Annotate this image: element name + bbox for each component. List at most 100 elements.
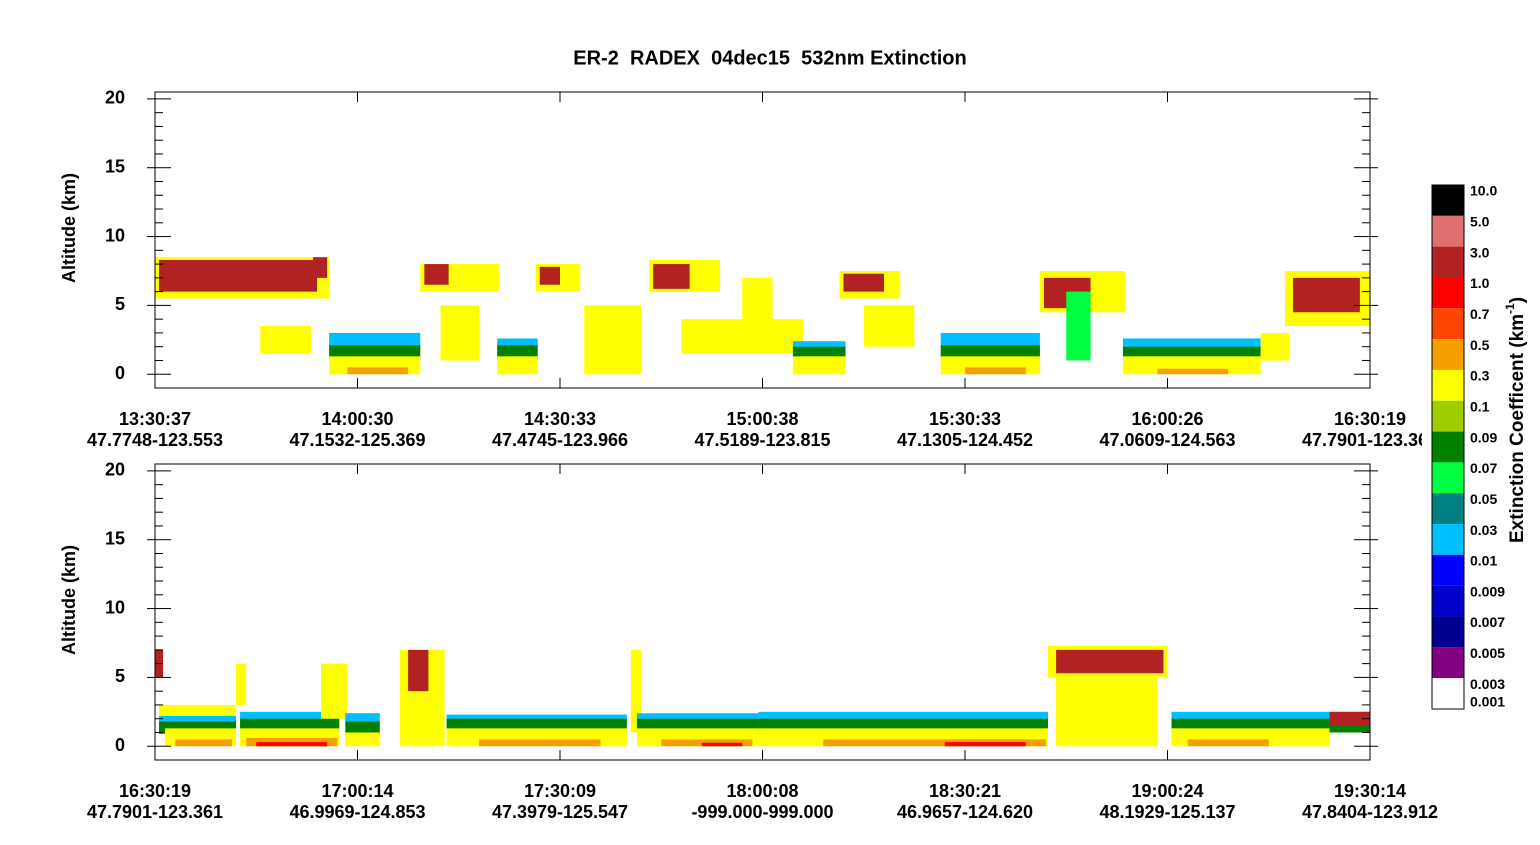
colorbar-swatch (1432, 308, 1464, 340)
extinction-patch (1122, 346, 1261, 360)
colorbar-label: 0.1 (1470, 398, 1490, 414)
extinction-patch (1260, 332, 1289, 361)
x-location-label: 46.9969-124.853 (289, 802, 425, 822)
extinction-patch (1157, 368, 1229, 375)
colorbar-label: 0.001 (1470, 694, 1505, 710)
extinction-patch (539, 266, 560, 285)
colorbar-swatch (1432, 585, 1464, 617)
extinction-patch (408, 649, 429, 692)
x-tick-label: 19:00:24 (1131, 781, 1203, 801)
x-tick-label: 18:00:08 (726, 781, 798, 801)
extinction-patch (256, 742, 328, 747)
extinction-patch (843, 273, 884, 292)
x-location-label: 48.1929-125.137 (1099, 802, 1235, 822)
colorbar-label: 0.003 (1470, 676, 1505, 692)
extinction-patch (1293, 277, 1360, 313)
extinction-patch (347, 367, 409, 375)
colorbar-title-part: Extinction Coefficent (km (1507, 314, 1528, 543)
x-location-label: 47.3979-125.547 (492, 802, 628, 822)
x-location-label: 46.9657-124.620 (897, 802, 1033, 822)
extinction-patch (630, 649, 641, 733)
extinction-patch (236, 663, 247, 705)
colorbar-swatch (1432, 493, 1464, 525)
extinction-patch (940, 332, 1040, 347)
extinction-patch (823, 739, 1046, 747)
x-location-label: 47.7901-123.361 (87, 802, 223, 822)
colorbar-swatch (1432, 431, 1464, 463)
colorbar-label: 5.0 (1470, 214, 1490, 230)
extinction-patch (792, 341, 846, 350)
x-location-label: 47.7901-123.361 (1302, 430, 1438, 450)
colorbar-swatch (1432, 678, 1464, 709)
colorbar-title-part: -1 (1503, 303, 1517, 314)
extinction-patch (792, 356, 846, 375)
extinction-patch (653, 264, 690, 289)
x-tick-label: 17:00:14 (321, 781, 393, 801)
y-tick-label: 5 (115, 666, 125, 686)
y-tick-label: 20 (105, 88, 125, 108)
colorbar-label: 0.07 (1470, 460, 1497, 476)
colorbar-swatch (1432, 369, 1464, 401)
x-tick-label: 16:00:26 (1131, 409, 1203, 429)
extinction-patch (440, 305, 479, 361)
extinction-patch (497, 356, 538, 375)
y-tick-label: 0 (115, 735, 125, 755)
x-tick-label: 14:00:30 (321, 409, 393, 429)
colorbar-label: 0.007 (1470, 614, 1505, 630)
colorbar-label: 3.0 (1470, 244, 1490, 260)
extinction-patch (1056, 649, 1164, 674)
extinction-patch (584, 305, 641, 375)
extinction-patch (661, 739, 753, 747)
x-tick-label: 19:30:14 (1334, 781, 1406, 801)
x-tick-label: 16:30:19 (1334, 409, 1406, 429)
colorbar-label: 1.0 (1470, 275, 1490, 291)
colorbar-title-part: ) (1507, 297, 1528, 303)
y-tick-label: 10 (105, 225, 125, 245)
x-tick-label: 15:30:33 (929, 409, 1001, 429)
colorbar-label: 10.0 (1470, 183, 1497, 199)
colorbar-swatch (1432, 246, 1464, 278)
colorbar-label: 0.05 (1470, 491, 1497, 507)
x-location-label: 47.4745-123.966 (492, 430, 628, 450)
colorbar-swatch (1432, 339, 1464, 370)
colorbar-swatch (1432, 400, 1464, 432)
extinction-patch (863, 305, 915, 347)
extinction-patch (345, 721, 380, 736)
colorbar-frame (1431, 184, 1465, 710)
x-tick-label: 15:00:38 (726, 409, 798, 429)
extinction-patch (1056, 677, 1158, 747)
x-location-label: -999.000-999.000 (691, 802, 833, 822)
y-tick-label: 5 (115, 294, 125, 314)
colorbar-label: 0.7 (1470, 306, 1490, 322)
y-axis-label: Altitude (km) (59, 173, 79, 283)
extinction-patch (329, 345, 421, 360)
colorbar-label: 0.03 (1470, 522, 1497, 538)
extinction-patch (246, 737, 338, 747)
x-tick-label: 17:30:09 (524, 781, 596, 801)
colorbar-title: Extinction Coefficent (km-1) (1503, 297, 1528, 543)
colorbar-swatch (1432, 462, 1464, 494)
colorbar-label: 0.5 (1470, 337, 1490, 353)
extinction-patch (345, 732, 380, 747)
extinction-patch (424, 264, 449, 285)
y-tick-label: 15 (105, 156, 125, 176)
extinction-patch (701, 742, 743, 747)
colorbar-swatch (1432, 616, 1464, 648)
extinction-patch (159, 259, 317, 292)
colorbar-label: 0.01 (1470, 553, 1497, 569)
chart-title: ER-2 RADEX 04dec15 532nm Extinction (573, 47, 966, 69)
colorbar-label: 0.09 (1470, 429, 1497, 445)
extinction-patch (321, 663, 348, 719)
extinction-patch (944, 742, 1026, 747)
extinction-patch (312, 257, 328, 278)
y-tick-label: 15 (105, 528, 125, 548)
x-location-label: 47.1532-125.369 (289, 430, 425, 450)
x-tick-label: 16:30:19 (119, 781, 191, 801)
extinction-patch (965, 367, 1026, 375)
y-tick-label: 20 (105, 460, 125, 480)
x-location-label: 47.1305-124.452 (897, 430, 1033, 450)
y-axis-label: Altitude (km) (59, 545, 79, 655)
extinction-patch (240, 711, 340, 723)
y-tick-label: 0 (115, 363, 125, 383)
